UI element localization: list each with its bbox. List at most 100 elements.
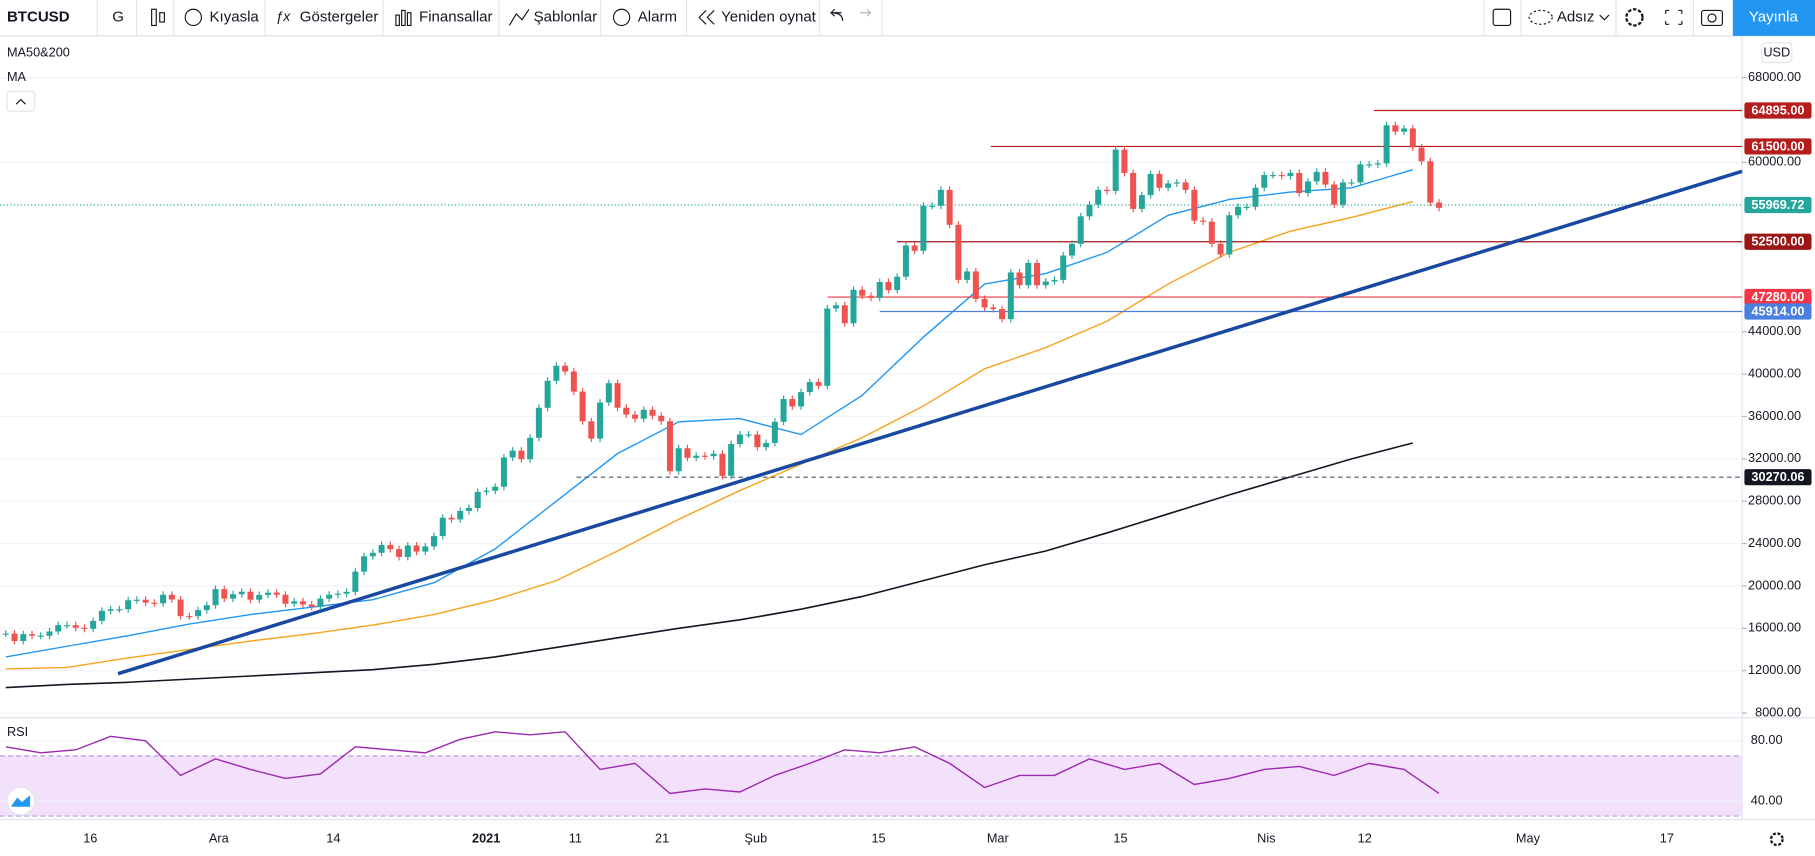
financials-icon[interactable] bbox=[395, 9, 412, 27]
candle bbox=[1401, 128, 1408, 132]
candle bbox=[378, 545, 385, 553]
candle bbox=[719, 453, 726, 476]
candle bbox=[614, 383, 621, 408]
snapshot[interactable] bbox=[1700, 9, 1723, 27]
candle bbox=[457, 510, 464, 520]
price-label: 64895.00 bbox=[1751, 102, 1804, 117]
legend-entry[interactable]: MA50&200 bbox=[7, 45, 70, 60]
candle bbox=[1235, 206, 1242, 216]
candle bbox=[588, 421, 595, 439]
candle bbox=[212, 589, 219, 606]
interval[interactable]: G bbox=[112, 8, 124, 25]
fullscreen[interactable] bbox=[1665, 9, 1683, 25]
moving-averages bbox=[5, 169, 1413, 689]
candle bbox=[798, 392, 805, 407]
y-tick-label: 44000.00 bbox=[1748, 323, 1801, 338]
candle bbox=[876, 281, 883, 298]
candle bbox=[422, 546, 429, 552]
price-label-box bbox=[1744, 303, 1812, 320]
candle bbox=[1374, 163, 1381, 165]
financials[interactable]: Finansallar bbox=[419, 8, 493, 25]
publish[interactable]: Yayınla bbox=[1749, 8, 1799, 25]
price-label: 45914.00 bbox=[1751, 303, 1804, 318]
undo[interactable] bbox=[829, 8, 844, 21]
candle bbox=[177, 599, 184, 617]
y-tick-label: 8000.00 bbox=[1755, 704, 1801, 719]
alarm-icon[interactable] bbox=[612, 8, 631, 27]
candle bbox=[684, 448, 691, 458]
candle bbox=[649, 409, 656, 416]
candle bbox=[1409, 128, 1416, 148]
candle bbox=[1278, 175, 1285, 177]
y-tick-label: 40000.00 bbox=[1748, 365, 1801, 380]
indicators[interactable]: Göstergeler bbox=[300, 8, 379, 25]
x-tick-label: 11 bbox=[569, 831, 582, 846]
candle bbox=[754, 434, 761, 448]
candle bbox=[483, 490, 490, 492]
candle bbox=[824, 308, 831, 386]
layout-name[interactable]: Adsız bbox=[1557, 8, 1595, 25]
rsi-tick-label: 40.00 bbox=[1751, 792, 1783, 807]
price-label: 55969.72 bbox=[1751, 197, 1804, 212]
candle bbox=[570, 371, 577, 392]
candle bbox=[579, 391, 586, 422]
candle bbox=[1418, 147, 1425, 162]
publish-button[interactable] bbox=[1732, 0, 1815, 36]
legend-entry[interactable]: MA bbox=[7, 69, 27, 84]
redo[interactable] bbox=[860, 8, 872, 17]
replay[interactable]: Yeniden oynat bbox=[721, 8, 817, 25]
candles bbox=[2, 121, 1443, 645]
collapse-legend[interactable] bbox=[6, 90, 36, 112]
candle-style-icon[interactable] bbox=[151, 8, 165, 27]
templates-icon[interactable] bbox=[508, 8, 530, 26]
y-tick-label: 36000.00 bbox=[1748, 408, 1801, 423]
candle bbox=[623, 407, 630, 415]
alarm[interactable]: Alarm bbox=[638, 8, 677, 25]
candle bbox=[736, 434, 743, 445]
replay-icon[interactable] bbox=[698, 10, 715, 25]
grid bbox=[0, 77, 1743, 714]
candle bbox=[597, 402, 604, 439]
x-tick-label: Ara bbox=[209, 831, 230, 846]
candle bbox=[1261, 175, 1268, 188]
candle bbox=[1025, 262, 1032, 286]
candle bbox=[448, 517, 455, 520]
candle bbox=[90, 620, 97, 629]
candle bbox=[990, 307, 997, 310]
templates[interactable]: Şablonlar bbox=[534, 8, 598, 25]
candle bbox=[1060, 255, 1067, 280]
price-label-box bbox=[1744, 233, 1812, 250]
candle bbox=[107, 609, 114, 611]
candle bbox=[955, 224, 962, 280]
candle bbox=[1304, 181, 1311, 194]
compare[interactable]: Kıyasla bbox=[210, 8, 260, 25]
candle bbox=[763, 442, 770, 448]
rsi-legend[interactable]: RSI bbox=[7, 724, 28, 739]
symbol[interactable]: BTCUSD bbox=[7, 8, 70, 25]
candle bbox=[1331, 184, 1338, 205]
x-tick-label: 15 bbox=[871, 831, 885, 846]
layout-menu[interactable] bbox=[1599, 14, 1610, 21]
trend-line bbox=[117, 169, 1743, 676]
candle bbox=[780, 399, 787, 422]
candle bbox=[771, 421, 778, 443]
axis-settings[interactable] bbox=[1769, 832, 1784, 847]
candle bbox=[1147, 173, 1154, 196]
price-label: 61500.00 bbox=[1751, 138, 1804, 153]
candle bbox=[1427, 161, 1434, 203]
compare-icon[interactable] bbox=[184, 8, 202, 27]
candle bbox=[133, 599, 140, 601]
candle bbox=[55, 625, 62, 632]
indicators-icon[interactable]: ƒx bbox=[275, 8, 291, 24]
candle bbox=[238, 591, 245, 595]
candle bbox=[605, 383, 612, 403]
candle bbox=[11, 633, 18, 641]
candle bbox=[1051, 279, 1058, 282]
candle bbox=[632, 414, 639, 419]
candle bbox=[28, 634, 36, 636]
candle bbox=[1182, 182, 1189, 190]
fullscreen-layout[interactable] bbox=[1492, 8, 1512, 27]
candle bbox=[1200, 220, 1207, 222]
currency-box[interactable] bbox=[1761, 42, 1793, 64]
currency[interactable]: USD bbox=[1763, 45, 1790, 60]
